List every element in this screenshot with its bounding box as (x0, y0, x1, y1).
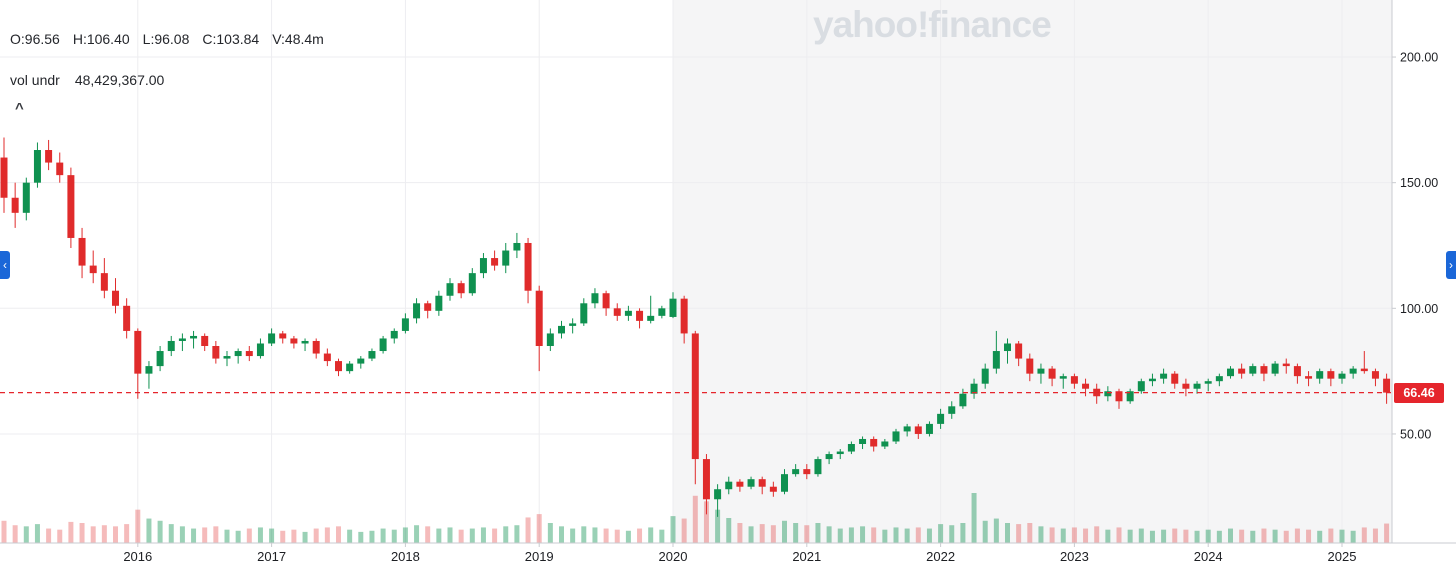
x-axis-label: 2022 (926, 549, 955, 564)
pan-left-button[interactable]: ‹ (0, 251, 10, 279)
chevron-left-icon: ‹ (3, 258, 7, 272)
current-price-value: 66.46 (1403, 385, 1435, 400)
close-value: C:103.84 (202, 31, 260, 47)
pan-right-button[interactable]: › (1446, 251, 1456, 279)
y-axis-label: 200.00 (1400, 51, 1438, 65)
chevron-right-icon: › (1449, 258, 1453, 272)
collapse-chevron-icon[interactable]: ^ (15, 100, 24, 117)
current-price-badge: 66.46 (1394, 382, 1444, 403)
x-axis-label: 2021 (792, 549, 821, 564)
volume-value: V:48.4m (272, 31, 324, 47)
x-axis-label: 2017 (257, 549, 286, 564)
high-value: H:106.40 (72, 31, 130, 47)
x-axis-label: 2024 (1194, 549, 1223, 564)
indicator-value: 48,429,367.00 (74, 72, 165, 88)
y-axis-label: 50.00 (1400, 427, 1431, 441)
x-axis-label: 2018 (391, 549, 420, 564)
chevron-up-glyph: ^ (15, 100, 24, 117)
low-value: L:96.08 (142, 31, 190, 47)
x-axis-label: 2016 (123, 549, 152, 564)
indicator-name: vol undr (10, 72, 60, 88)
x-axis-label: 2025 (1328, 549, 1357, 564)
volume-bars (1, 493, 1390, 543)
x-axis-label: 2020 (659, 549, 688, 564)
x-axis-label: 2023 (1060, 549, 1089, 564)
y-axis-label: 100.00 (1400, 302, 1438, 316)
open-value: O:96.56 (10, 31, 60, 47)
ohlc-readout: O:96.56 H:106.40 L:96.08 C:103.84 V:48.4m (10, 31, 337, 47)
x-axis-label: 2019 (525, 549, 554, 564)
y-axis-label: 150.00 (1400, 176, 1438, 190)
candlestick-series[interactable] (0, 137, 1391, 517)
volume-indicator-readout: vol undr 48,429,367.00 (10, 72, 177, 88)
post-2020-shaded-region (673, 0, 1392, 543)
